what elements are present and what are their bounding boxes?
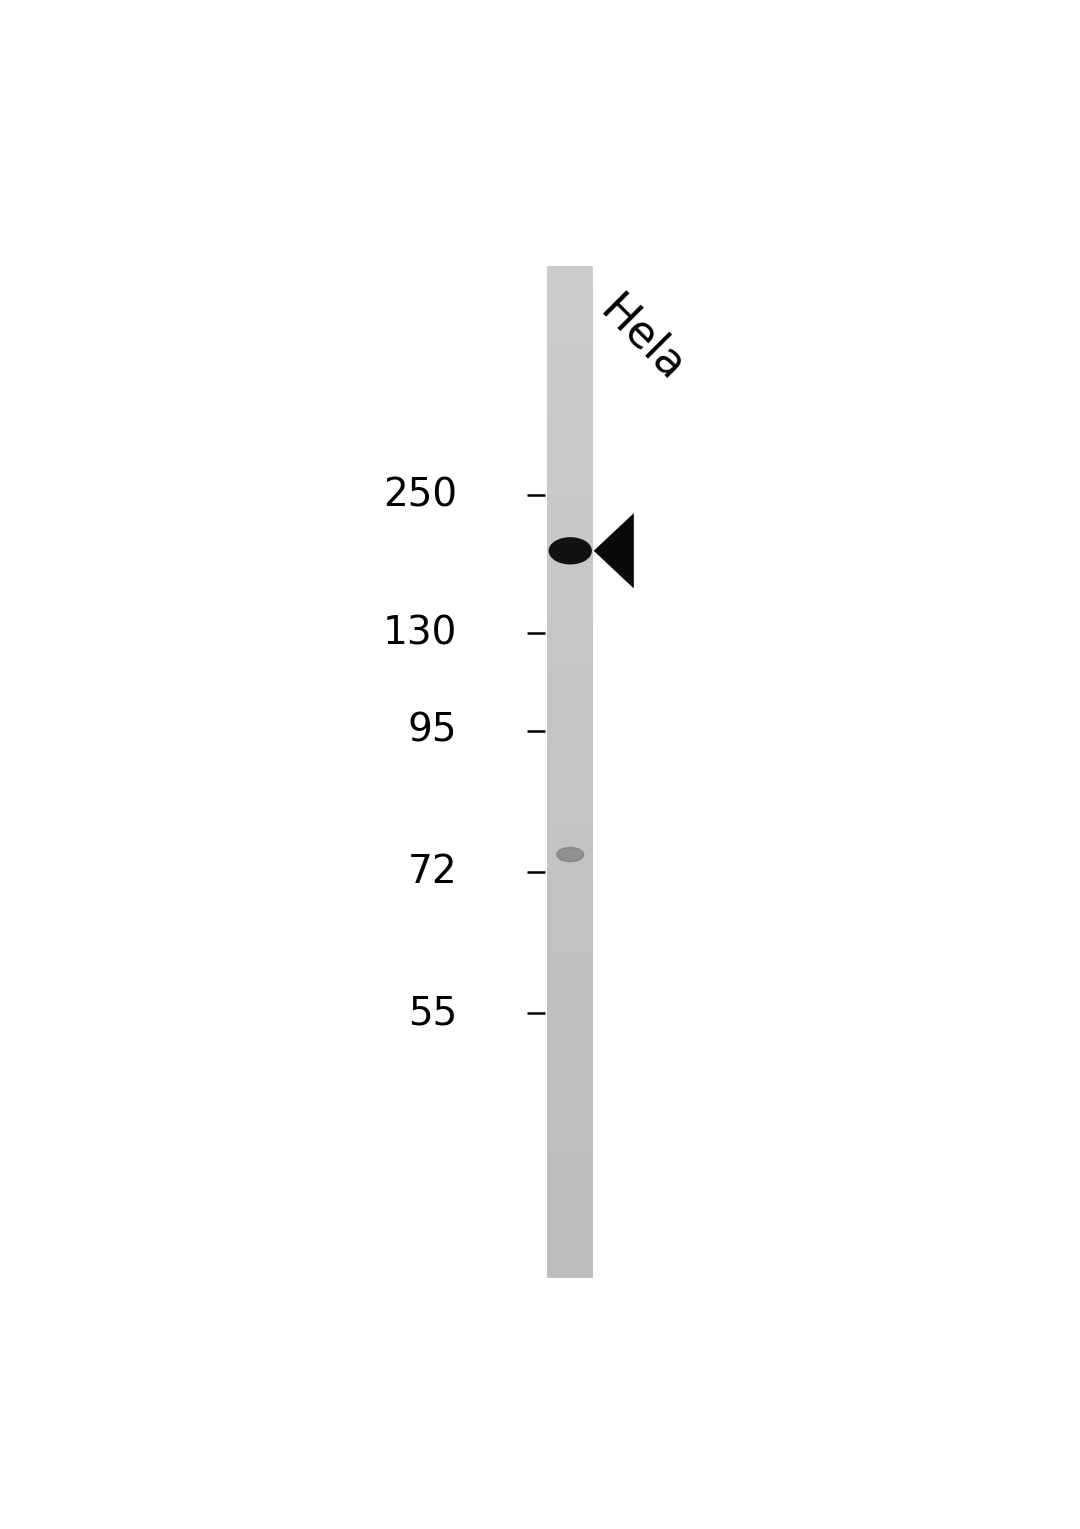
Bar	[548, 570, 593, 595]
Bar	[548, 849, 593, 873]
Bar	[548, 417, 593, 443]
Bar	[548, 1202, 593, 1228]
Text: 250: 250	[383, 477, 457, 514]
Bar	[548, 494, 593, 518]
Bar	[548, 1050, 593, 1076]
Bar	[548, 468, 593, 494]
Bar	[548, 1254, 593, 1278]
Bar	[548, 823, 593, 849]
Bar	[548, 518, 593, 544]
Bar	[548, 621, 593, 645]
Bar	[548, 1101, 593, 1127]
Bar	[548, 1127, 593, 1151]
Text: 130: 130	[383, 615, 457, 653]
Bar	[548, 1076, 593, 1101]
Bar	[548, 798, 593, 823]
Bar	[548, 443, 593, 468]
Bar	[548, 544, 593, 570]
Bar	[548, 873, 593, 899]
Bar	[548, 317, 593, 342]
Bar	[548, 1026, 593, 1050]
Bar	[548, 1177, 593, 1202]
Bar	[548, 746, 593, 772]
Bar	[548, 266, 593, 1278]
Bar	[548, 1151, 593, 1177]
Bar	[548, 595, 593, 621]
Ellipse shape	[550, 538, 591, 564]
Bar	[548, 772, 593, 798]
Text: Hela: Hela	[591, 289, 692, 390]
Bar	[548, 722, 593, 746]
Bar	[548, 899, 593, 924]
Ellipse shape	[557, 847, 583, 862]
Bar	[548, 393, 593, 417]
Bar	[548, 342, 593, 367]
Bar	[548, 974, 593, 1000]
Polygon shape	[594, 514, 634, 589]
Bar	[548, 1228, 593, 1254]
Bar	[548, 367, 593, 393]
Bar	[548, 671, 593, 696]
Text: 95: 95	[408, 713, 457, 749]
Bar	[548, 696, 593, 722]
Text: 55: 55	[408, 994, 457, 1032]
Bar	[548, 266, 593, 291]
Bar	[548, 950, 593, 974]
Bar	[548, 291, 593, 317]
Bar	[548, 924, 593, 950]
Bar	[548, 645, 593, 671]
Text: 72: 72	[407, 853, 457, 891]
Bar	[548, 1000, 593, 1026]
